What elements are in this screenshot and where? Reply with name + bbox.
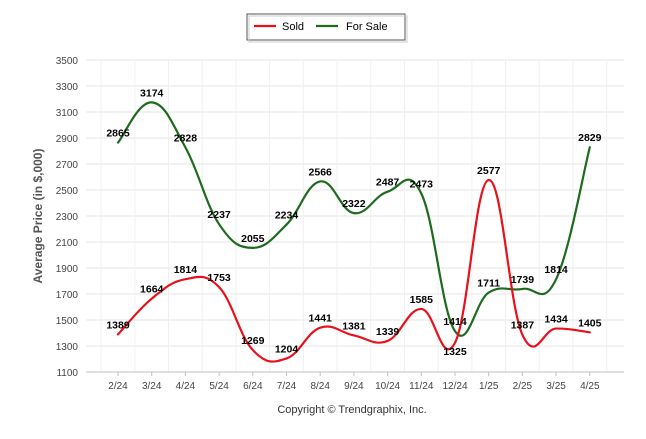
data-label-for-sale: 2829	[578, 132, 602, 144]
data-label-sold: 1387	[511, 320, 535, 332]
y-tick-label: 2500	[56, 186, 79, 197]
data-label-for-sale: 2487	[376, 177, 400, 189]
x-tick-label: 6/24	[243, 381, 263, 392]
y-tick-label: 1500	[56, 316, 79, 327]
data-label-for-sale: 2473	[410, 179, 434, 191]
y-tick-label: 2100	[56, 238, 79, 249]
data-label-sold: 1204	[275, 343, 299, 355]
series-line-sold	[116, 178, 591, 363]
x-tick-label: 9/24	[344, 381, 364, 392]
data-label-sold: 1269	[241, 335, 265, 347]
data-label-sold: 2577	[477, 165, 501, 177]
y-tick-label: 3300	[56, 82, 79, 93]
data-label-sold: 1664	[140, 284, 164, 296]
x-tick-label: 11/24	[409, 381, 434, 392]
legend-label-sold: Sold	[282, 21, 304, 33]
data-label-for-sale: 1414	[443, 316, 467, 328]
x-tick-label: 4/25	[580, 381, 600, 392]
data-label-sold: 1325	[443, 346, 467, 358]
x-tick-label: 10/24	[375, 381, 400, 392]
data-label-sold: 1434	[544, 314, 568, 326]
y-tick-label: 2700	[56, 160, 79, 171]
series-line-for-sale	[116, 101, 591, 337]
data-label-for-sale: 2828	[174, 132, 198, 144]
data-label-sold: 1814	[174, 264, 198, 276]
data-label-sold: 1753	[207, 272, 231, 284]
x-tick-label: 12/24	[442, 381, 467, 392]
x-tick-label: 5/24	[209, 381, 229, 392]
series-lines	[116, 101, 591, 363]
legend: Sold For Sale	[246, 13, 408, 43]
data-label-for-sale: 1814	[544, 264, 568, 276]
data-label-for-sale: 2322	[342, 198, 366, 210]
x-tick-label: 8/24	[310, 381, 330, 392]
y-tick-label: 1700	[56, 290, 79, 301]
x-tick-label: 3/25	[546, 381, 566, 392]
y-tick-label: 3100	[56, 108, 79, 119]
x-tick-label: 2/25	[513, 381, 533, 392]
data-label-sold: 1381	[342, 320, 366, 332]
data-label-sold: 1441	[309, 313, 333, 325]
x-tick-label: 4/24	[176, 381, 196, 392]
data-label-for-sale: 2237	[207, 209, 231, 221]
x-tick-label: 7/24	[277, 381, 297, 392]
legend-shadow	[248, 15, 408, 43]
data-label-for-sale: 1711	[477, 278, 500, 290]
axes: 1100 1300 1500 1700 1900 2100 2300 2500 2700 2900…	[56, 56, 624, 392]
data-label-sold: 1405	[578, 317, 602, 329]
data-label-for-sale: 1739	[511, 274, 535, 286]
legend-label-for-sale: For Sale	[346, 21, 388, 33]
x-tick-label: 1/25	[479, 381, 499, 392]
data-label-for-sale: 2055	[241, 233, 265, 245]
y-tick-label: 3500	[56, 56, 79, 67]
data-label-for-sale: 3174	[140, 87, 164, 99]
data-label-for-sale: 2234	[275, 210, 299, 222]
data-label-for-sale: 2566	[309, 166, 333, 178]
data-label-sold: 1585	[410, 294, 434, 306]
data-label-sold: 1389	[106, 319, 130, 331]
y-tick-label: 2900	[56, 134, 79, 145]
copyright-footer: Copyright © Trendgraphix, Inc.	[277, 404, 426, 416]
y-tick-label: 1300	[56, 342, 79, 353]
data-label-for-sale: 2865	[106, 128, 130, 140]
y-tick-label: 1100	[56, 368, 78, 379]
y-axis-title: Average Price (in $,000)	[31, 149, 45, 284]
data-labels: 1389 1664 1814 1753 1269 1204 1441 1381 1339 1585…	[106, 87, 601, 357]
data-label-sold: 1339	[376, 326, 400, 338]
x-tick-label: 2/24	[108, 381, 128, 392]
y-tick-label: 2300	[56, 212, 79, 223]
grid-lines	[86, 59, 624, 373]
x-tick-label: 3/24	[142, 381, 162, 392]
y-tick-label: 1900	[56, 264, 79, 275]
